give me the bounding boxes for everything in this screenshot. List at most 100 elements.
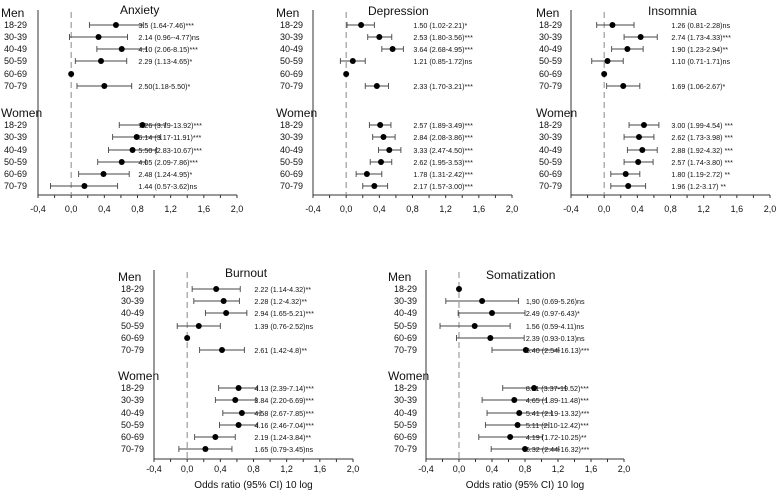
x-tick-label: 0,4 [214,464,227,474]
age-label: 70-79 [280,81,303,91]
estimate-point [235,422,242,428]
age-label: 50-59 [280,157,303,167]
age-label: 50-59 [280,56,303,66]
estimate-point [371,183,378,189]
x-tick-label: 0,8 [131,204,144,214]
age-label: 50-59 [539,157,562,167]
panel-somatization: Somatization -0,4 0,0 0,4 0,8 1,2 1,6 2,0 Odds r… [388,268,630,491]
x-tick-label: 1,2 [552,464,565,474]
age-label: 70-79 [121,345,144,355]
estimate-point [389,46,396,52]
age-label: 60-69 [394,333,417,343]
x-tick-label: 0,0 [181,464,194,474]
or-ci-label: 1.80 (1.19-2.72) ** [671,170,730,179]
estimate-point [363,171,370,177]
group-label-men: Men [388,270,411,284]
age-label: 70-79 [4,81,27,91]
estimate-point [639,147,646,153]
x-tick-label: 0,8 [247,464,260,474]
age-label: 60-69 [280,69,303,79]
age-label: 50-59 [121,420,144,430]
or-ci-label: 2.19 (1.24-3.84)** [254,433,311,442]
or-ci-label: 2.88 (1.92-4.32) *** [671,146,733,155]
age-label: 40-49 [280,145,303,155]
estimate-point [620,83,627,89]
estimate-point [373,83,380,89]
x-tick-label: 0,0 [340,204,353,214]
group-label-women: Women [1,106,42,120]
estimate-point [98,58,105,64]
or-ci-label: 2.74 (1.73-4.33)*** [671,33,731,42]
group-label-men: Men [276,6,299,20]
age-label: 30-39 [394,395,417,405]
or-ci-label: 6.14 (3.17-11.91)*** [138,133,201,142]
or-ci-label: 2.49 (0.97-6.43)* [526,309,580,318]
x-tick-label: -0,4 [418,464,434,474]
estimate-point [507,434,514,440]
x-axis-title: Odds ratio (95% CI) 10 log [466,480,584,491]
x-tick-label: 0,0 [65,204,78,214]
estimate-point [100,171,107,177]
age-label: 40-49 [280,44,303,54]
or-ci-label: 2.39 (0.93-0.13)ns [526,334,585,343]
or-ci-label: 2.29 (1.13-4.65)* [138,57,192,66]
age-label: 70-79 [280,181,303,191]
x-tick-label: 2,0 [618,464,631,474]
age-label: 50-59 [539,56,562,66]
age-label: 30-39 [4,32,27,42]
or-ci-label: 2.57 (1.74-3.80) *** [671,158,733,167]
age-label: 60-69 [539,69,562,79]
x-tick-label: 0,8 [406,204,419,214]
age-label: 30-39 [280,32,303,42]
x-axis-title: Odds ratio (95% CI) 10 log [194,480,312,491]
estimate-point [487,335,494,341]
or-ci-label: 2.14 (0.96--4.77)ns [138,33,200,42]
or-ci-label: 4.10 (2.06-8.15)*** [138,45,198,54]
or-ci-label: 1.50 (1.02-2.21)* [413,21,467,30]
or-ci-label: 2.17 (1.57-3.00)*** [413,182,473,191]
x-tick-label: 0,4 [486,464,499,474]
or-ci-label: 2.62 (1.95-3.53)*** [413,158,473,167]
age-label: 60-69 [121,333,144,343]
x-tick-label: -0,4 [563,204,579,214]
age-label: 18-29 [394,284,417,294]
estimate-point [511,397,518,403]
x-tick-label: 1,2 [280,464,293,474]
x-tick-label: -0,4 [305,204,321,214]
estimate-point [118,159,125,165]
or-ci-label: 1.96 (1.2-3.17) ** [671,182,726,191]
age-label: 60-69 [394,432,417,442]
group-label-women: Women [536,106,577,120]
estimate-point [68,71,75,77]
age-label: 30-39 [4,132,27,142]
or-ci-label: 6.32 (2.44-16.32)*** [526,445,590,454]
estimate-point [235,385,242,391]
or-ci-label: 3.5 (1.64-7.46)*** [138,21,194,30]
x-tick-label: 1,6 [731,204,744,214]
age-label: 60-69 [539,169,562,179]
estimate-point [622,171,629,177]
estimate-point [118,46,125,52]
age-label: 60-69 [280,169,303,179]
age-label: 70-79 [4,181,27,191]
estimate-point [637,34,644,40]
estimate-point [386,147,393,153]
age-label: 30-39 [121,395,144,405]
estimate-point [456,286,462,292]
estimate-point [601,71,608,77]
x-tick-label: 1,2 [164,204,177,214]
or-ci-label: 2.61 (1.42-4.8)** [254,346,307,355]
estimate-point [635,159,642,165]
age-label: 50-59 [394,420,417,430]
or-ci-label: 2.33 (1.70-3.21)*** [413,82,473,91]
age-label: 18-29 [280,20,303,30]
x-tick-label: 1,6 [473,204,486,214]
x-tick-label: 1,6 [314,464,327,474]
age-label: 60-69 [121,432,144,442]
or-ci-label: 1.78 (1.31-2.42)*** [413,170,473,179]
age-label: 18-29 [280,120,303,130]
age-label: 40-49 [394,308,417,318]
x-tick-label: 0,0 [598,204,611,214]
